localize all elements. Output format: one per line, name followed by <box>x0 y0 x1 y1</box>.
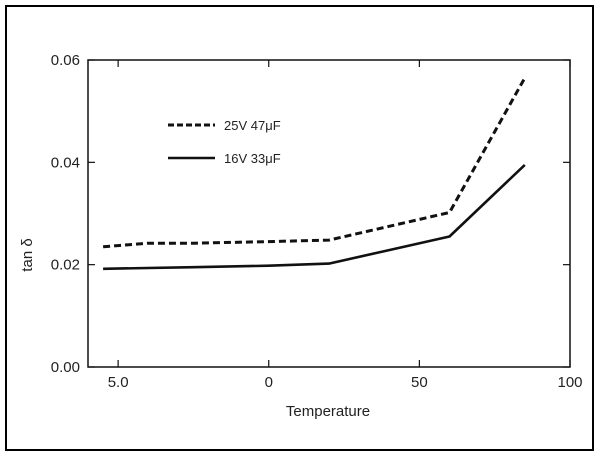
y-tick-label: 0.06 <box>51 52 80 69</box>
legend-label-1: 25V 47μF <box>224 118 281 133</box>
x-tick-label: 0 <box>265 374 273 391</box>
plot-area <box>87 59 571 368</box>
x-axis-ticks: 5.0 0 50 100 <box>108 60 583 391</box>
legend: 25V 47μF 16V 33μF <box>168 118 281 166</box>
x-tick-label: 50 <box>411 374 428 391</box>
series-layer <box>102 77 527 271</box>
series-line-2 <box>103 163 526 271</box>
y-axis-ticks: 0.00 0.02 0.04 0.06 <box>51 52 570 376</box>
series-line-1 <box>102 77 527 249</box>
x-axis-label: Temperature <box>286 403 370 420</box>
y-tick-label: 0.02 <box>51 257 80 274</box>
x-tick-label: 100 <box>557 374 582 391</box>
figure-frame <box>5 5 594 451</box>
plot-frame <box>87 59 571 368</box>
legend-label-2: 16V 33μF <box>224 151 281 166</box>
y-tick-label: 0.00 <box>51 359 80 376</box>
y-tick-label: 0.04 <box>51 154 80 171</box>
x-tick-label: 5.0 <box>108 374 129 391</box>
y-axis-label: tan δ <box>19 238 36 271</box>
